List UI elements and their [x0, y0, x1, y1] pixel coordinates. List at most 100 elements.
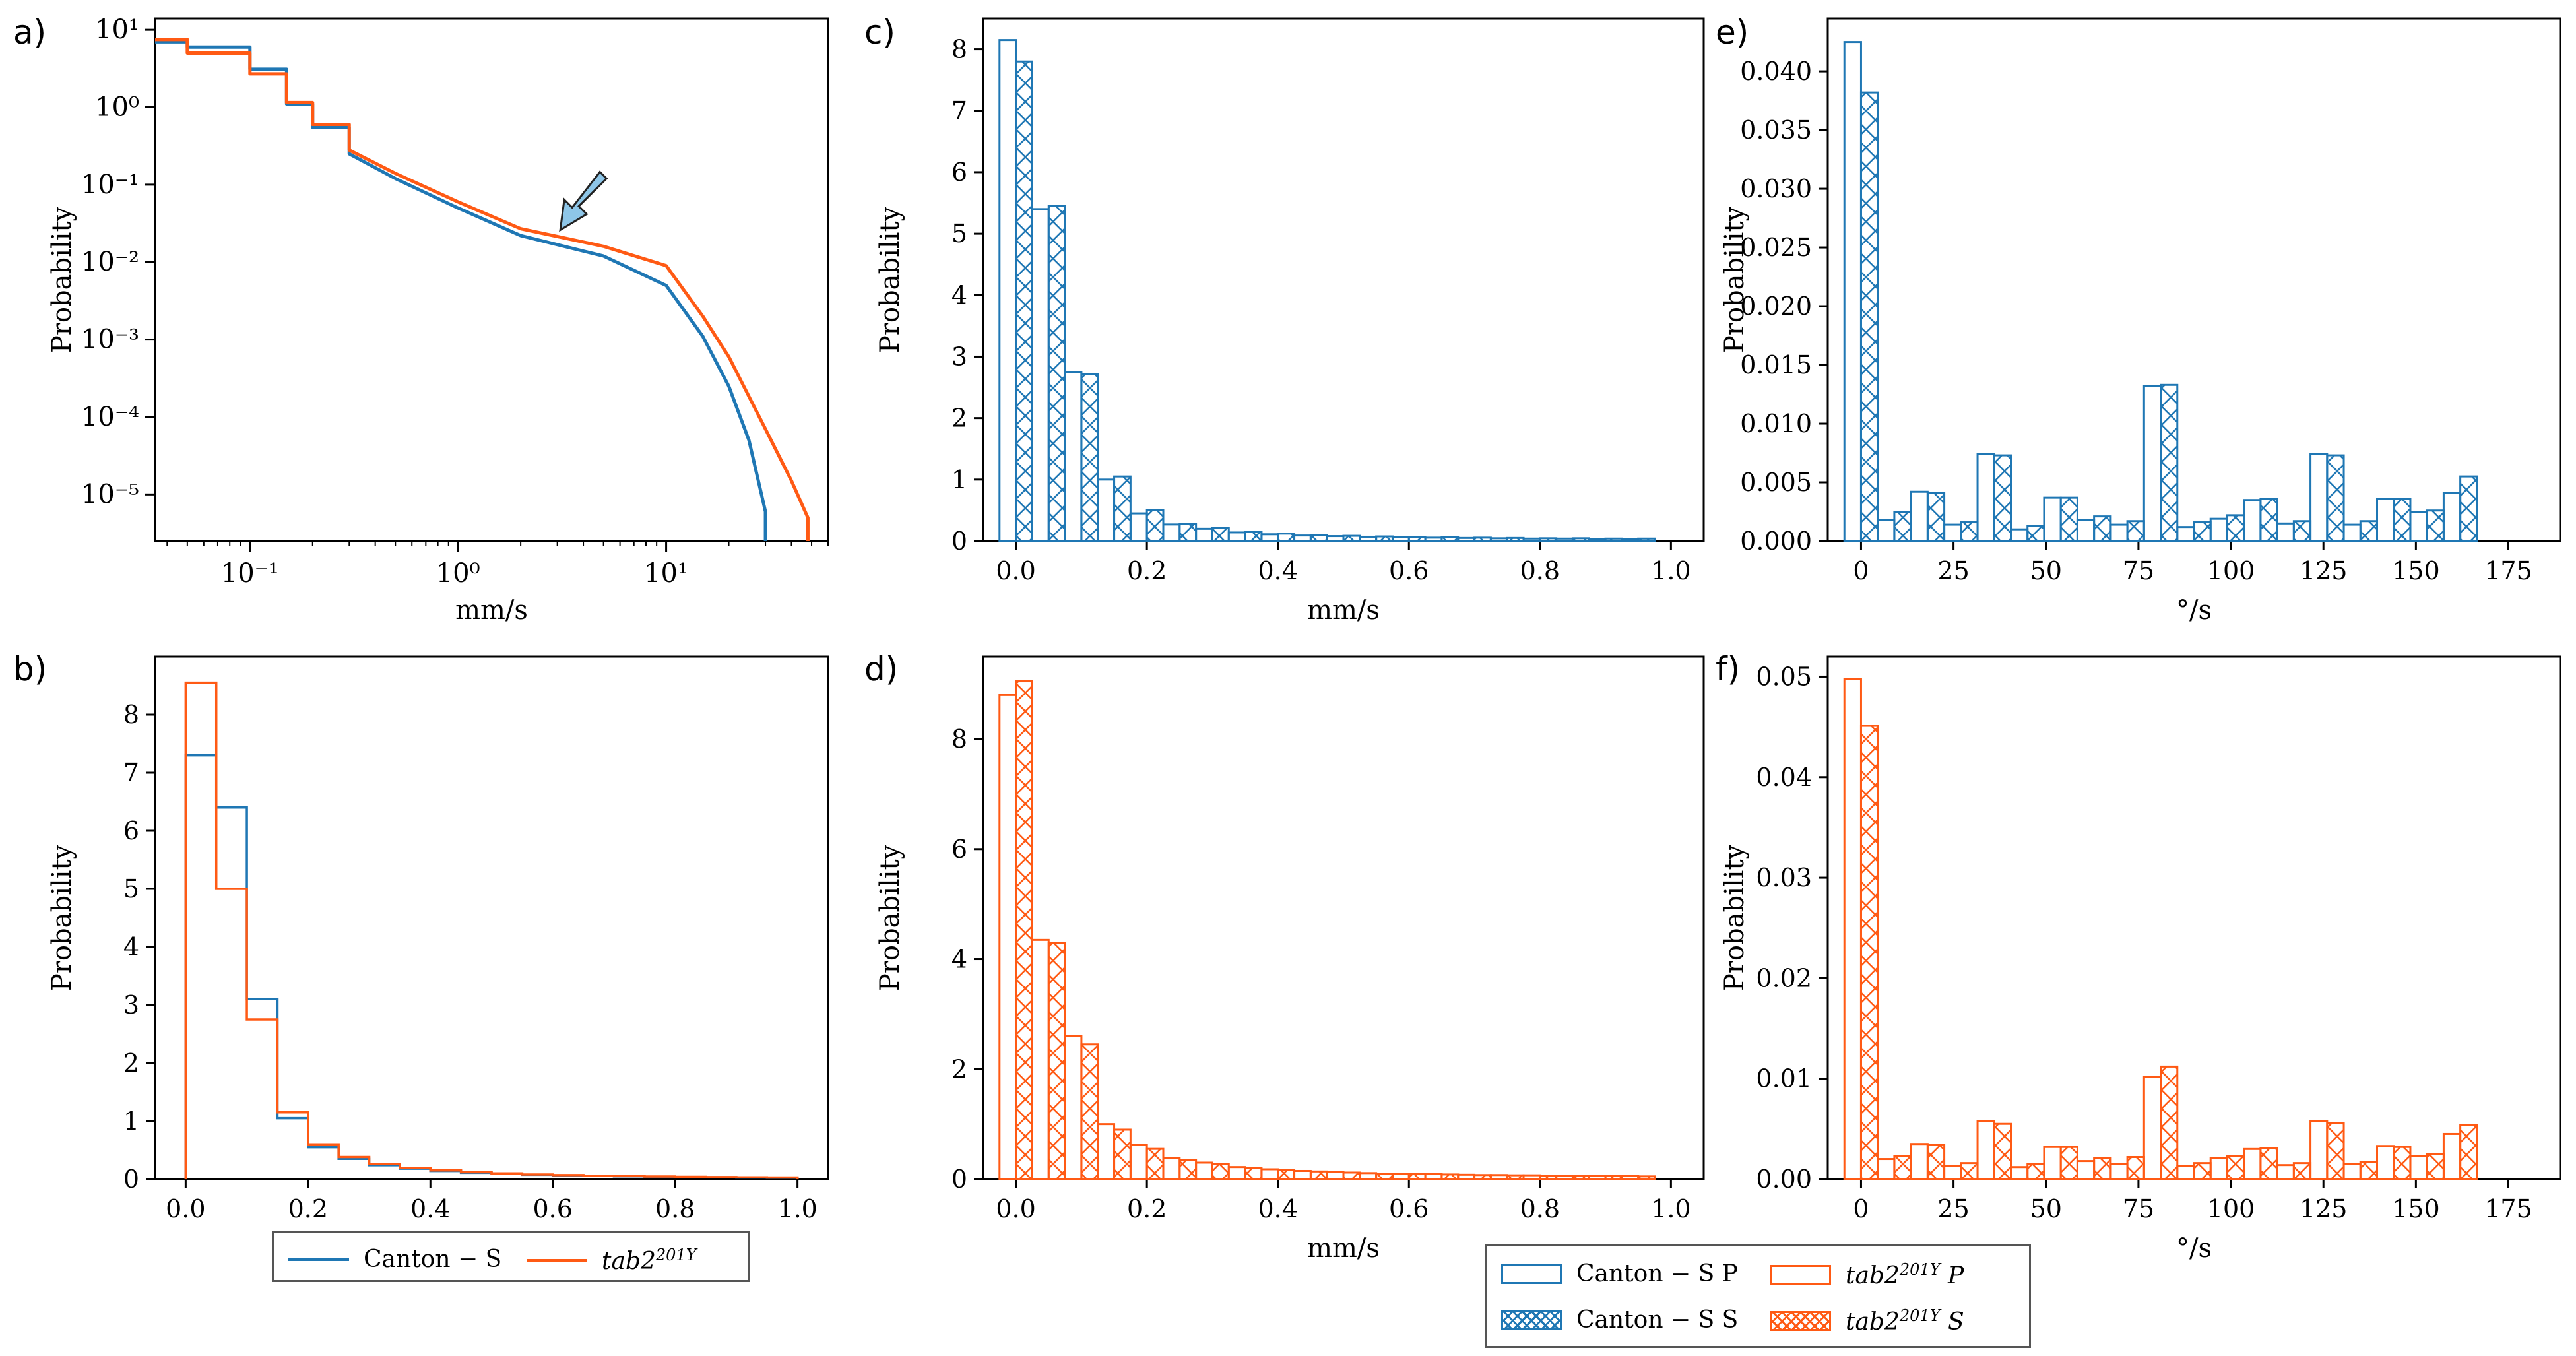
- ytick-label-d: 2: [951, 1054, 967, 1083]
- bar-c-p: [1227, 531, 1246, 542]
- xtick-label-e: 150: [2392, 556, 2440, 585]
- legend-label-tab2-p-sup: 201Y: [1899, 1260, 1941, 1279]
- bar-d-s: [1342, 1171, 1361, 1180]
- axes-frame-e: [1826, 17, 2561, 542]
- ylabel-e: Probability: [1720, 206, 1750, 353]
- legend-item-tab2-p: tab2201Y P: [1770, 1260, 1964, 1289]
- bar-c-p: [1260, 533, 1279, 542]
- bar-e-s: [2459, 475, 2478, 542]
- ylabel-c: Probability: [875, 206, 905, 353]
- bar-c-s: [1571, 537, 1590, 542]
- bar-f-s: [2326, 1122, 2345, 1180]
- ytick-label-e: 0.025: [1740, 233, 1812, 262]
- ytick-label-b: 1: [123, 1107, 139, 1136]
- legend-phase: Canton − S P Canton − S S tab2201Y P tab…: [1485, 1244, 2031, 1348]
- legend-label-canton: Canton − S: [364, 1246, 502, 1273]
- bar-f-s: [1960, 1162, 1979, 1180]
- ytick-label-a: 10⁻²: [81, 247, 139, 277]
- bar-d-p: [1555, 1175, 1574, 1180]
- bar-d-p: [1326, 1171, 1345, 1180]
- bar-d-p: [1227, 1166, 1246, 1180]
- bar-f-p: [2276, 1164, 2295, 1180]
- bar-f-s: [2160, 1065, 2179, 1180]
- bar-f-s: [1859, 725, 1879, 1180]
- bar-d-s: [1309, 1170, 1328, 1180]
- ytick-label-d: 6: [951, 835, 967, 864]
- panel-letter-d: d): [864, 650, 899, 688]
- bar-f-p: [2309, 1120, 2329, 1180]
- bar-f-p: [2142, 1076, 2162, 1180]
- ytick-label-e: 0.010: [1740, 409, 1812, 438]
- ytick-label-a: 10⁰: [95, 92, 139, 123]
- ytick-label-a: 10⁻⁵: [81, 479, 139, 509]
- ytick-label-c: 7: [951, 96, 967, 125]
- bar-f-s: [2059, 1146, 2078, 1180]
- xlabel-c: mm/s: [1307, 595, 1380, 626]
- legend-label-tab2-sup: 201Y: [655, 1246, 697, 1264]
- xtick-label-b: 0.4: [410, 1194, 450, 1223]
- bar-e-p: [1843, 41, 1862, 542]
- ytick-label-e: 0.040: [1740, 57, 1812, 86]
- xtick-label-a: 10⁻¹: [221, 558, 279, 589]
- annotation-arrow-icon: [559, 170, 608, 232]
- xtick-label-d: 1.0: [1651, 1194, 1690, 1223]
- xtick-label-c: 0.4: [1258, 556, 1298, 585]
- bar-f-p: [2209, 1157, 2228, 1180]
- bar-e-s: [1859, 91, 1879, 542]
- xtick-label-a: 10¹: [644, 558, 688, 589]
- bar-d-s: [1113, 1128, 1132, 1180]
- xtick-label-b: 0.2: [288, 1194, 328, 1223]
- bar-d-s: [1604, 1175, 1623, 1180]
- bar-f-s: [2126, 1155, 2145, 1180]
- bar-d-s: [1407, 1173, 1427, 1180]
- ytick-label-c: 1: [951, 465, 967, 494]
- bar-e-p: [2076, 519, 2096, 542]
- bar-e-p: [2243, 499, 2262, 542]
- xlabel-f: °/s: [2176, 1233, 2212, 1264]
- legend-label-canton-s: Canton − S S: [1576, 1307, 1739, 1334]
- bar-c-p: [1031, 208, 1050, 542]
- xtick-label-f: 0: [1853, 1194, 1869, 1223]
- ytick-label-f: 0.02: [1756, 963, 1812, 992]
- line-series-a-1: [155, 38, 810, 541]
- bar-f-p: [2376, 1145, 2395, 1180]
- bar-e-p: [2442, 492, 2462, 542]
- bar-f-s: [2459, 1124, 2478, 1180]
- bar-e-s: [2193, 521, 2212, 542]
- legend-swatch-canton-p: [1501, 1264, 1562, 1284]
- bar-e-s: [1960, 521, 1979, 542]
- bar-f-s: [1993, 1122, 2012, 1180]
- bar-d-p: [1424, 1173, 1443, 1180]
- panel-letter-b: b): [13, 650, 48, 688]
- bar-e-p: [1877, 519, 1896, 542]
- xtick-label-e: 50: [2030, 556, 2062, 585]
- ylabel-d: Probability: [875, 844, 905, 991]
- bar-f-p: [2109, 1163, 2129, 1180]
- xtick-label-c: 0.6: [1389, 556, 1429, 585]
- bar-e-p: [2010, 528, 2029, 542]
- legend-label-tab2-main: tab2: [602, 1248, 656, 1275]
- bar-e-s: [1926, 492, 1946, 542]
- ytick-label-f: 0.04: [1756, 763, 1812, 792]
- xtick-label-d: 0.4: [1258, 1194, 1298, 1223]
- bar-c-s: [1080, 373, 1099, 542]
- ytick-label-d: 8: [951, 725, 967, 754]
- bar-c-s: [1539, 537, 1558, 542]
- bar-d-p: [1359, 1172, 1378, 1180]
- line-series-a-0: [155, 40, 767, 541]
- bar-e-s: [2292, 520, 2312, 542]
- xlabel-a: mm/s: [455, 595, 528, 626]
- xtick-label-b: 0.0: [166, 1194, 205, 1223]
- bar-f-p: [2243, 1147, 2262, 1180]
- bar-c-s: [1211, 527, 1230, 542]
- bar-f-p: [2043, 1146, 2062, 1180]
- bar-d-s: [1440, 1173, 1460, 1180]
- bar-d-p: [1522, 1174, 1541, 1180]
- legend-swatch-canton: [288, 1258, 349, 1261]
- bar-f-s: [2193, 1162, 2212, 1180]
- ytick-label-a: 10¹: [95, 15, 139, 45]
- bar-d-p: [1260, 1168, 1279, 1180]
- legend-swatch-canton-s: [1501, 1310, 1562, 1330]
- ytick-label-f: 0.00: [1756, 1165, 1812, 1194]
